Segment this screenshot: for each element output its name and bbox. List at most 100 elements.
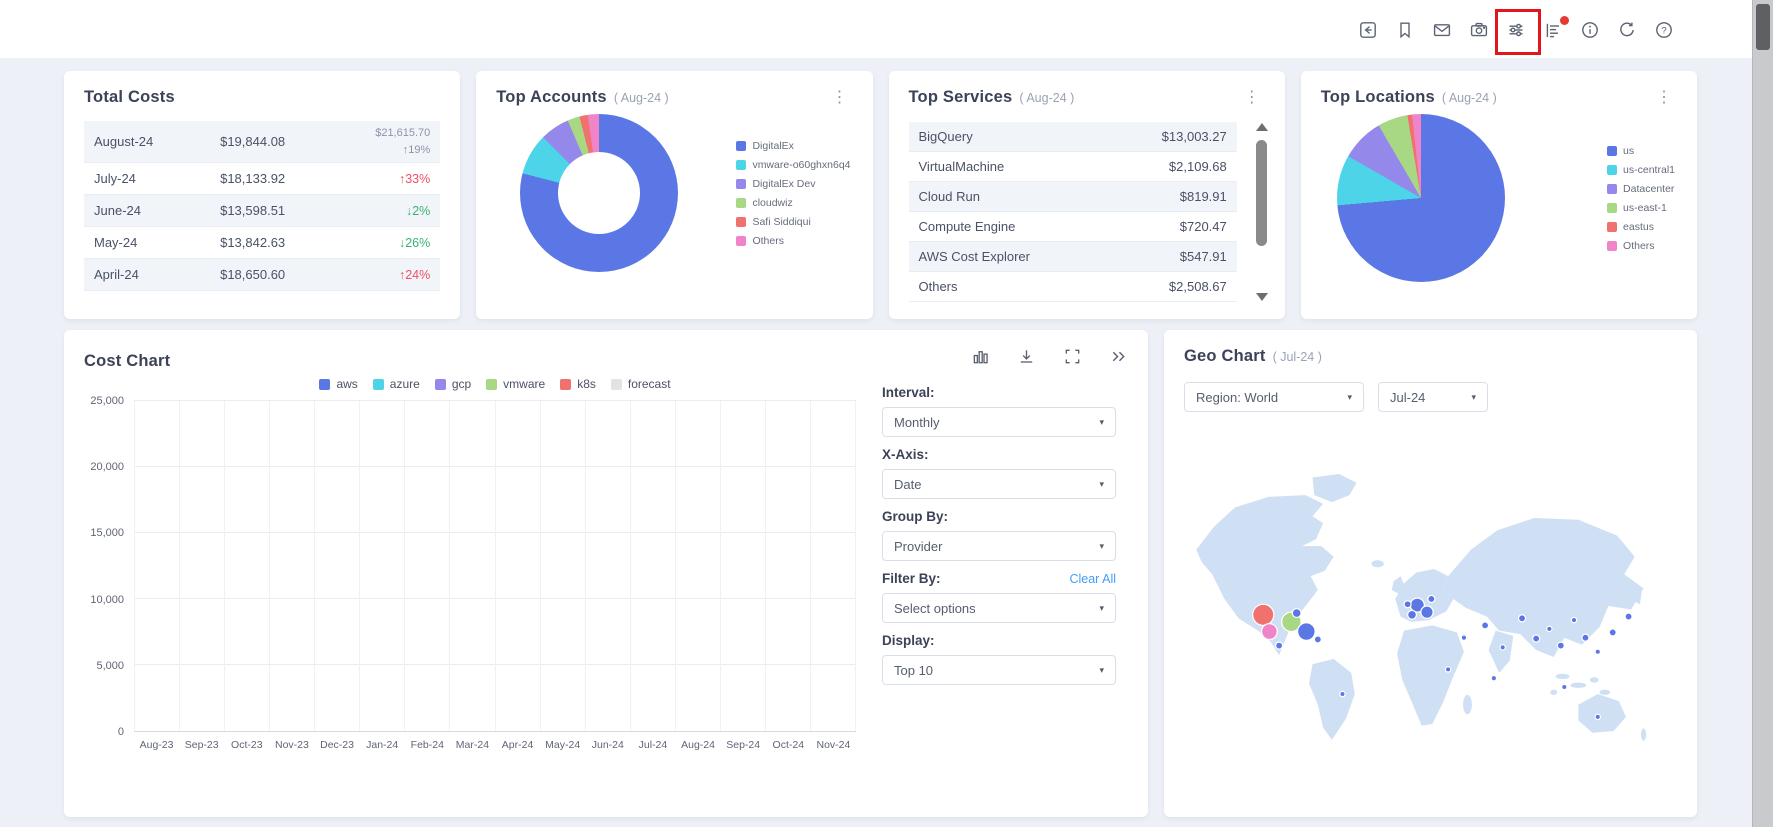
list-item: Compute Engine $720.47 [908, 212, 1237, 242]
service-name: BigQuery [918, 129, 973, 144]
map-bubble[interactable] [1260, 622, 1278, 641]
panel-period: ( Aug-24 ) [1441, 91, 1497, 105]
sliders-icon[interactable] [1495, 9, 1541, 55]
table-row: June-24 $13,598.51 ↓2% [84, 195, 441, 227]
amount-cell: $19,844.08 [220, 134, 286, 149]
collapse-icon[interactable] [1109, 347, 1128, 366]
amount-cell: $18,650.60 [220, 267, 286, 282]
filter-by-select[interactable]: Select options ▾ [882, 593, 1116, 623]
map-bubble[interactable] [1532, 634, 1541, 643]
x-axis-label: Jul-24 [638, 739, 668, 751]
month-cell: April-24 [94, 267, 139, 282]
legend-item: Safi Siddiqui [736, 216, 850, 228]
amount-cell: $13,598.51 [220, 203, 286, 218]
scroll-thumb[interactable] [1256, 140, 1268, 246]
map-bubble[interactable] [1460, 634, 1468, 641]
kebab-menu[interactable]: ⋮ [1656, 89, 1672, 106]
info-icon[interactable] [1579, 19, 1601, 41]
mail-icon[interactable] [1431, 19, 1453, 41]
kebab-menu[interactable]: ⋮ [1243, 89, 1260, 106]
scrollbar[interactable] [1254, 123, 1270, 301]
month-select[interactable]: Jul-24 ▾ [1378, 382, 1488, 412]
trend-cell: ↑33% [398, 171, 431, 186]
map-bubble[interactable] [1274, 641, 1284, 650]
map-bubble[interactable] [1499, 644, 1506, 651]
fullscreen-icon[interactable] [1063, 347, 1082, 366]
service-value: $720.47 [1179, 219, 1227, 234]
scroll-down-button[interactable] [1255, 293, 1268, 301]
notification-dot [1560, 16, 1569, 25]
select-value: Date [894, 476, 922, 492]
x-axis-label: Jan-24 [366, 739, 399, 751]
table-row: August-24 $19,844.08 $21,615.70 ↑19% [84, 121, 441, 163]
map-bubble[interactable] [1480, 621, 1490, 630]
legend-label: Others [752, 234, 784, 247]
x-axis-label: Jun-24 [591, 739, 624, 751]
chart-legend-icon[interactable] [1542, 16, 1569, 41]
chevron-down-icon: ▾ [1099, 540, 1104, 551]
map-bubble[interactable] [1581, 633, 1590, 642]
map-bubble[interactable] [1252, 603, 1275, 626]
help-icon[interactable]: ? [1653, 19, 1675, 41]
control-group: Interval: Monthly ▾ [882, 385, 1116, 437]
map-bubble[interactable] [1608, 628, 1617, 637]
map-bubble[interactable] [1296, 622, 1316, 641]
legend-item: forecast [610, 377, 671, 391]
refresh-icon[interactable] [1616, 19, 1638, 41]
map-bubble[interactable] [1444, 666, 1452, 673]
y-axis-label: 25,000 [90, 395, 124, 407]
share-icon[interactable] [1357, 19, 1379, 41]
interval-select[interactable]: Monthly ▾ [882, 407, 1116, 437]
x-axis-label: Aug-23 [139, 739, 174, 751]
map-bubble[interactable] [1427, 594, 1436, 604]
service-value: $819.91 [1179, 189, 1227, 204]
total-costs-table: August-24 $19,844.08 $21,615.70 ↑19% July-24… [84, 121, 441, 291]
region-select[interactable]: Region: World ▾ [1184, 382, 1364, 412]
map-bubble[interactable] [1546, 625, 1553, 633]
x-axis-select[interactable]: Date ▾ [882, 469, 1116, 499]
legend-item: Others [1607, 240, 1675, 252]
download-icon[interactable] [1017, 347, 1036, 366]
group-by-select[interactable]: Provider ▾ [882, 531, 1116, 561]
legend-swatch [560, 378, 572, 390]
map-bubble[interactable] [1556, 641, 1565, 650]
display-select[interactable]: Top 10 ▾ [882, 655, 1116, 685]
y-axis-label: 10,000 [90, 593, 124, 606]
clear-all-link[interactable]: Clear All [1069, 571, 1116, 586]
kebab-menu[interactable]: ⋮ [831, 89, 848, 106]
camera-icon[interactable] [1468, 19, 1490, 41]
control-label: Interval: [882, 385, 935, 400]
bar-chart-icon[interactable] [971, 347, 990, 366]
right-scrollbar-thumb[interactable] [1756, 4, 1770, 50]
map-bubble[interactable] [1313, 635, 1322, 644]
legend-item: Datacenter [1607, 183, 1675, 195]
legend-item: DigitalEx Dev [736, 178, 850, 190]
map-bubble[interactable] [1490, 674, 1498, 682]
map-bubble[interactable] [1291, 608, 1302, 619]
right-scrollbar[interactable] [1752, 0, 1773, 827]
bar-column [629, 401, 675, 731]
legend-item: us-east-1 [1607, 202, 1675, 214]
legend-label: eastus [1623, 220, 1654, 233]
control-label: Group By: [882, 509, 948, 524]
scroll-up-button[interactable] [1255, 123, 1268, 131]
bar-column [269, 401, 314, 731]
top-accounts-legend: DigitalEx vmware-o60ghxn6q4 DigitalEx Dev c… [736, 140, 851, 247]
legend-item: azure [372, 377, 420, 391]
bookmark-icon[interactable] [1394, 19, 1416, 41]
legend-label: gcp [451, 377, 472, 391]
map-bubble[interactable] [1570, 616, 1578, 624]
control-label: Display: [882, 633, 935, 648]
map-bubble[interactable] [1594, 648, 1602, 656]
map-bubble[interactable] [1517, 614, 1527, 623]
map-bubble[interactable] [1420, 605, 1434, 619]
bar-column [809, 401, 856, 731]
map-bubble[interactable] [1403, 600, 1412, 609]
y-axis-label: 5,000 [96, 659, 124, 672]
map-bubble[interactable] [1406, 609, 1418, 620]
map-bubble[interactable] [1339, 690, 1346, 698]
map-bubble[interactable] [1624, 612, 1633, 621]
map-bubble[interactable] [1594, 713, 1602, 721]
trend-cell: ↑24% [398, 267, 431, 282]
map-bubble[interactable] [1561, 683, 1568, 691]
